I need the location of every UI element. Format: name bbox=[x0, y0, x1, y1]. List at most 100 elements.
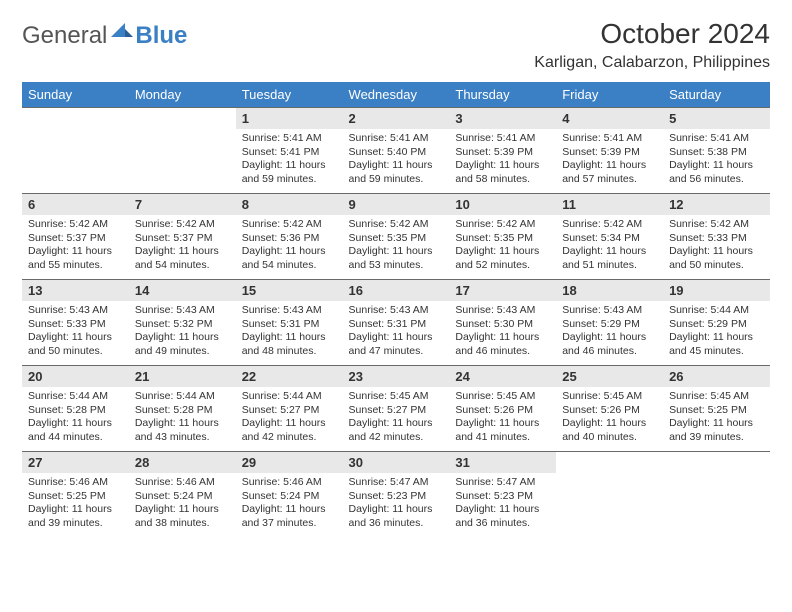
daylight-line: Daylight: 11 hours and 50 minutes. bbox=[28, 331, 123, 358]
sunset-line: Sunset: 5:36 PM bbox=[242, 232, 337, 246]
calendar-cell bbox=[22, 108, 129, 194]
day-number: 8 bbox=[236, 194, 343, 215]
day-data: Sunrise: 5:47 AMSunset: 5:23 PMDaylight:… bbox=[343, 473, 450, 535]
sunset-line: Sunset: 5:40 PM bbox=[349, 146, 444, 160]
day-number: 26 bbox=[663, 366, 770, 387]
daylight-line: Daylight: 11 hours and 54 minutes. bbox=[135, 245, 230, 272]
calendar-week: 13Sunrise: 5:43 AMSunset: 5:33 PMDayligh… bbox=[22, 280, 770, 366]
calendar-cell: 26Sunrise: 5:45 AMSunset: 5:25 PMDayligh… bbox=[663, 366, 770, 452]
sunset-line: Sunset: 5:34 PM bbox=[562, 232, 657, 246]
sunset-line: Sunset: 5:27 PM bbox=[349, 404, 444, 418]
day-number: 20 bbox=[22, 366, 129, 387]
sunset-line: Sunset: 5:29 PM bbox=[669, 318, 764, 332]
day-data: Sunrise: 5:47 AMSunset: 5:23 PMDaylight:… bbox=[449, 473, 556, 535]
day-number: 2 bbox=[343, 108, 450, 129]
day-data: Sunrise: 5:43 AMSunset: 5:31 PMDaylight:… bbox=[236, 301, 343, 363]
daylight-line: Daylight: 11 hours and 47 minutes. bbox=[349, 331, 444, 358]
day-data: Sunrise: 5:42 AMSunset: 5:35 PMDaylight:… bbox=[343, 215, 450, 277]
daylight-line: Daylight: 11 hours and 44 minutes. bbox=[28, 417, 123, 444]
daylight-line: Daylight: 11 hours and 59 minutes. bbox=[242, 159, 337, 186]
sunrise-line: Sunrise: 5:47 AM bbox=[455, 476, 550, 490]
day-number: 10 bbox=[449, 194, 556, 215]
calendar-cell: 27Sunrise: 5:46 AMSunset: 5:25 PMDayligh… bbox=[22, 452, 129, 538]
logo-text-general: General bbox=[22, 22, 107, 50]
sunrise-line: Sunrise: 5:41 AM bbox=[242, 132, 337, 146]
calendar-cell: 29Sunrise: 5:46 AMSunset: 5:24 PMDayligh… bbox=[236, 452, 343, 538]
sunset-line: Sunset: 5:35 PM bbox=[455, 232, 550, 246]
day-header-row: Sunday Monday Tuesday Wednesday Thursday… bbox=[22, 82, 770, 108]
sunrise-line: Sunrise: 5:44 AM bbox=[135, 390, 230, 404]
sunrise-line: Sunrise: 5:46 AM bbox=[242, 476, 337, 490]
sunrise-line: Sunrise: 5:44 AM bbox=[28, 390, 123, 404]
day-number: 29 bbox=[236, 452, 343, 473]
sunrise-line: Sunrise: 5:43 AM bbox=[242, 304, 337, 318]
daylight-line: Daylight: 11 hours and 36 minutes. bbox=[349, 503, 444, 530]
day-number: 17 bbox=[449, 280, 556, 301]
day-data: Sunrise: 5:45 AMSunset: 5:25 PMDaylight:… bbox=[663, 387, 770, 449]
logo-text-blue: Blue bbox=[135, 22, 187, 50]
day-data: Sunrise: 5:41 AMSunset: 5:38 PMDaylight:… bbox=[663, 129, 770, 191]
day-number: 11 bbox=[556, 194, 663, 215]
col-sunday: Sunday bbox=[22, 82, 129, 108]
calendar-cell: 19Sunrise: 5:44 AMSunset: 5:29 PMDayligh… bbox=[663, 280, 770, 366]
daylight-line: Daylight: 11 hours and 41 minutes. bbox=[455, 417, 550, 444]
sunset-line: Sunset: 5:24 PM bbox=[242, 490, 337, 504]
calendar-cell: 30Sunrise: 5:47 AMSunset: 5:23 PMDayligh… bbox=[343, 452, 450, 538]
day-number: 19 bbox=[663, 280, 770, 301]
sunrise-line: Sunrise: 5:42 AM bbox=[562, 218, 657, 232]
day-number: 9 bbox=[343, 194, 450, 215]
day-number: 15 bbox=[236, 280, 343, 301]
sunrise-line: Sunrise: 5:43 AM bbox=[562, 304, 657, 318]
day-number: 16 bbox=[343, 280, 450, 301]
day-number: 23 bbox=[343, 366, 450, 387]
calendar-cell: 1Sunrise: 5:41 AMSunset: 5:41 PMDaylight… bbox=[236, 108, 343, 194]
day-data: Sunrise: 5:41 AMSunset: 5:40 PMDaylight:… bbox=[343, 129, 450, 191]
logo: General Blue bbox=[22, 22, 187, 50]
day-data: Sunrise: 5:42 AMSunset: 5:37 PMDaylight:… bbox=[22, 215, 129, 277]
sunrise-line: Sunrise: 5:43 AM bbox=[135, 304, 230, 318]
col-wednesday: Wednesday bbox=[343, 82, 450, 108]
sunset-line: Sunset: 5:24 PM bbox=[135, 490, 230, 504]
day-number: 5 bbox=[663, 108, 770, 129]
sunset-line: Sunset: 5:30 PM bbox=[455, 318, 550, 332]
sunrise-line: Sunrise: 5:42 AM bbox=[135, 218, 230, 232]
day-data: Sunrise: 5:42 AMSunset: 5:34 PMDaylight:… bbox=[556, 215, 663, 277]
day-number: 22 bbox=[236, 366, 343, 387]
sunset-line: Sunset: 5:37 PM bbox=[135, 232, 230, 246]
col-monday: Monday bbox=[129, 82, 236, 108]
location: Karligan, Calabarzon, Philippines bbox=[534, 54, 770, 72]
day-data: Sunrise: 5:44 AMSunset: 5:28 PMDaylight:… bbox=[129, 387, 236, 449]
sunrise-line: Sunrise: 5:46 AM bbox=[135, 476, 230, 490]
calendar-cell: 6Sunrise: 5:42 AMSunset: 5:37 PMDaylight… bbox=[22, 194, 129, 280]
daylight-line: Daylight: 11 hours and 40 minutes. bbox=[562, 417, 657, 444]
calendar-cell: 8Sunrise: 5:42 AMSunset: 5:36 PMDaylight… bbox=[236, 194, 343, 280]
daylight-line: Daylight: 11 hours and 39 minutes. bbox=[669, 417, 764, 444]
day-data: Sunrise: 5:43 AMSunset: 5:31 PMDaylight:… bbox=[343, 301, 450, 363]
sunrise-line: Sunrise: 5:42 AM bbox=[455, 218, 550, 232]
calendar-cell: 18Sunrise: 5:43 AMSunset: 5:29 PMDayligh… bbox=[556, 280, 663, 366]
day-number: 21 bbox=[129, 366, 236, 387]
calendar-cell: 16Sunrise: 5:43 AMSunset: 5:31 PMDayligh… bbox=[343, 280, 450, 366]
day-data: Sunrise: 5:42 AMSunset: 5:37 PMDaylight:… bbox=[129, 215, 236, 277]
sunset-line: Sunset: 5:28 PM bbox=[135, 404, 230, 418]
calendar-week: 27Sunrise: 5:46 AMSunset: 5:25 PMDayligh… bbox=[22, 452, 770, 538]
daylight-line: Daylight: 11 hours and 46 minutes. bbox=[455, 331, 550, 358]
col-thursday: Thursday bbox=[449, 82, 556, 108]
day-data: Sunrise: 5:43 AMSunset: 5:30 PMDaylight:… bbox=[449, 301, 556, 363]
daylight-line: Daylight: 11 hours and 42 minutes. bbox=[349, 417, 444, 444]
day-data: Sunrise: 5:41 AMSunset: 5:41 PMDaylight:… bbox=[236, 129, 343, 191]
calendar-cell: 14Sunrise: 5:43 AMSunset: 5:32 PMDayligh… bbox=[129, 280, 236, 366]
calendar-table: Sunday Monday Tuesday Wednesday Thursday… bbox=[22, 82, 770, 538]
sunset-line: Sunset: 5:25 PM bbox=[28, 490, 123, 504]
calendar-cell: 2Sunrise: 5:41 AMSunset: 5:40 PMDaylight… bbox=[343, 108, 450, 194]
daylight-line: Daylight: 11 hours and 48 minutes. bbox=[242, 331, 337, 358]
daylight-line: Daylight: 11 hours and 39 minutes. bbox=[28, 503, 123, 530]
day-data: Sunrise: 5:44 AMSunset: 5:28 PMDaylight:… bbox=[22, 387, 129, 449]
day-data: Sunrise: 5:43 AMSunset: 5:32 PMDaylight:… bbox=[129, 301, 236, 363]
day-number: 27 bbox=[22, 452, 129, 473]
day-number: 28 bbox=[129, 452, 236, 473]
calendar-cell: 13Sunrise: 5:43 AMSunset: 5:33 PMDayligh… bbox=[22, 280, 129, 366]
sunrise-line: Sunrise: 5:41 AM bbox=[349, 132, 444, 146]
day-number: 4 bbox=[556, 108, 663, 129]
sunset-line: Sunset: 5:23 PM bbox=[349, 490, 444, 504]
